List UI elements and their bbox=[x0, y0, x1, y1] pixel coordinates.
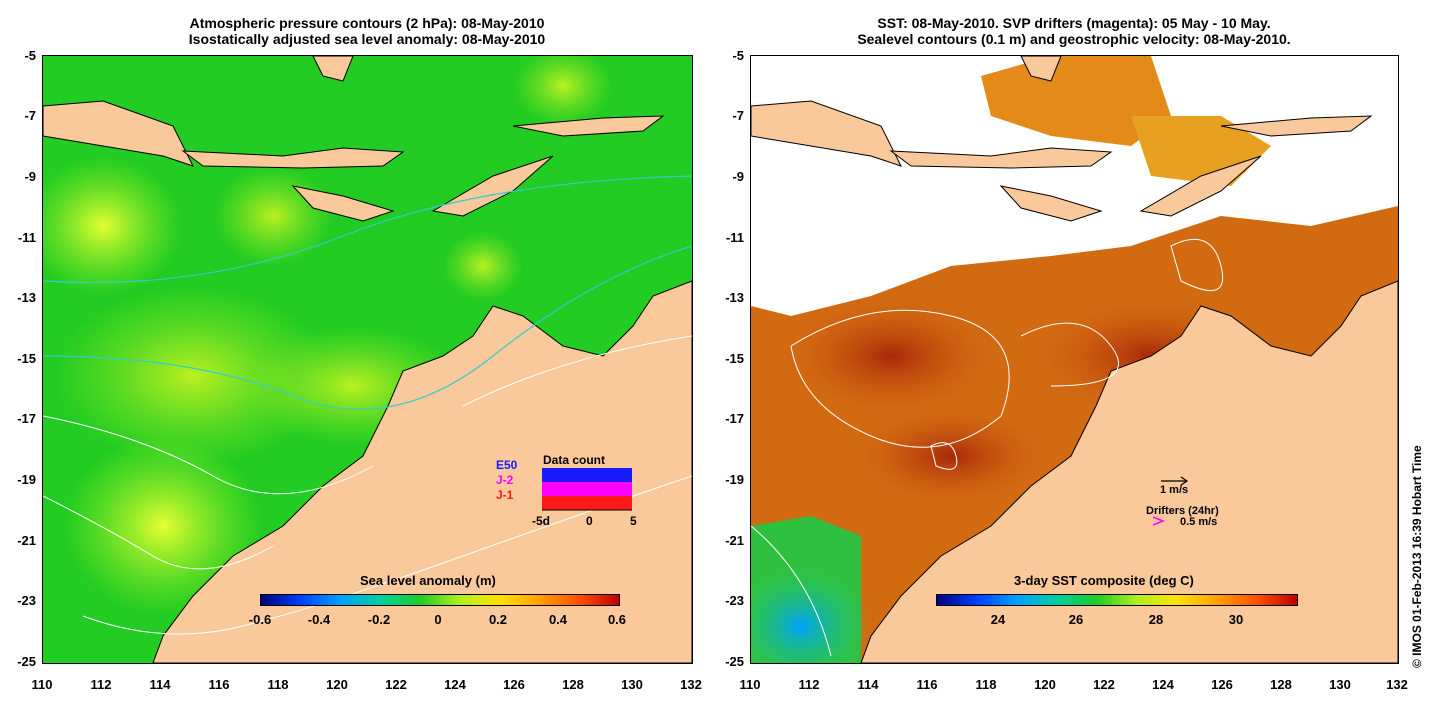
y-tick: -21 bbox=[17, 533, 36, 548]
cbar-tick: 0.4 bbox=[548, 612, 568, 627]
right-map[interactable] bbox=[750, 55, 1399, 664]
y-tick: -19 bbox=[17, 472, 36, 487]
cbar-tick: 26 bbox=[1068, 612, 1084, 627]
y-tick: -5 bbox=[732, 48, 744, 63]
x-tick: 118 bbox=[975, 677, 997, 692]
x-tick: 122 bbox=[1093, 677, 1115, 692]
cbar-tick: 30 bbox=[1228, 612, 1244, 627]
y-tick: -7 bbox=[24, 108, 36, 123]
legend-j2: J-2 bbox=[496, 473, 514, 487]
data-count-title: Data count bbox=[543, 453, 606, 467]
x-tick: 130 bbox=[621, 677, 643, 692]
y-tick: -23 bbox=[725, 593, 744, 608]
sla-colorbar bbox=[260, 594, 620, 606]
y-tick: -15 bbox=[17, 351, 36, 366]
cbar-tick: 0.2 bbox=[488, 612, 508, 627]
y-tick: -5 bbox=[24, 48, 36, 63]
y-tick: -25 bbox=[17, 654, 36, 669]
x-tick: 116 bbox=[916, 677, 938, 692]
axis-5: 5 bbox=[630, 514, 637, 528]
x-tick: 116 bbox=[208, 677, 230, 692]
x-tick: 114 bbox=[857, 677, 879, 692]
x-tick: 126 bbox=[503, 677, 525, 692]
y-tick: -15 bbox=[725, 351, 744, 366]
x-tick: 130 bbox=[1329, 677, 1351, 692]
sea-level-anomaly-map bbox=[43, 56, 692, 663]
x-tick: 110 bbox=[31, 677, 53, 692]
x-tick: 114 bbox=[149, 677, 171, 692]
drifters-label: Drifters (24hr) bbox=[1146, 505, 1219, 517]
x-tick: 118 bbox=[267, 677, 289, 692]
credit-text: © IMOS 01-Feb-2013 16:39 Hobart Time bbox=[1410, 445, 1424, 668]
y-tick: -25 bbox=[725, 654, 744, 669]
right-colorbar-title: 3-day SST composite (deg C) bbox=[1014, 573, 1194, 588]
cbar-tick: 0 bbox=[434, 612, 442, 627]
legend-e50: E50 bbox=[496, 458, 518, 472]
cbar-tick: -0.4 bbox=[307, 612, 331, 627]
right-title-line1: SST: 08-May-2010. SVP drifters (magenta)… bbox=[877, 15, 1271, 31]
x-tick: 120 bbox=[326, 677, 348, 692]
axis-0: 0 bbox=[586, 514, 593, 528]
left-title-line2: Isostatically adjusted sea level anomaly… bbox=[188, 31, 546, 47]
x-tick: 112 bbox=[90, 677, 112, 692]
y-tick: -13 bbox=[17, 290, 36, 305]
x-tick: 124 bbox=[1152, 677, 1174, 692]
x-tick: 128 bbox=[1270, 677, 1292, 692]
cbar-tick: 0.6 bbox=[607, 612, 627, 627]
y-tick: -11 bbox=[725, 230, 744, 245]
cbar-tick: 28 bbox=[1148, 612, 1164, 627]
drifters-speed: 0.5 m/s bbox=[1180, 516, 1218, 528]
y-tick: -13 bbox=[725, 290, 744, 305]
cbar-tick: -0.6 bbox=[248, 612, 272, 627]
y-tick: -9 bbox=[24, 169, 36, 184]
y-tick: -17 bbox=[725, 411, 744, 426]
x-tick: 128 bbox=[562, 677, 584, 692]
x-tick: 132 bbox=[1386, 677, 1408, 692]
cbar-tick: 24 bbox=[990, 612, 1006, 627]
y-tick: -17 bbox=[17, 411, 36, 426]
sst-colorbar bbox=[936, 594, 1298, 606]
x-tick: 132 bbox=[680, 677, 702, 692]
legend-j1: J-1 bbox=[496, 488, 514, 502]
x-tick: 124 bbox=[444, 677, 466, 692]
right-title: SST: 08-May-2010. SVP drifters (magenta)… bbox=[750, 15, 1398, 47]
y-tick: -11 bbox=[17, 230, 36, 245]
sst-map bbox=[751, 56, 1398, 663]
y-tick: -9 bbox=[732, 169, 744, 184]
left-title-line1: Atmospheric pressure contours (2 hPa): 0… bbox=[189, 15, 545, 31]
x-tick: 112 bbox=[798, 677, 820, 692]
x-tick: 120 bbox=[1034, 677, 1056, 692]
x-tick: 110 bbox=[739, 677, 761, 692]
cbar-tick: -0.2 bbox=[367, 612, 391, 627]
y-tick: -23 bbox=[17, 593, 36, 608]
x-tick: 122 bbox=[385, 677, 407, 692]
velocity-scale-label: 1 m/s bbox=[1160, 484, 1189, 496]
axis-m5d: -5d bbox=[532, 514, 550, 528]
y-tick: -7 bbox=[732, 108, 744, 123]
data-count-bars bbox=[542, 468, 632, 511]
left-title: Atmospheric pressure contours (2 hPa): 0… bbox=[42, 15, 692, 47]
y-tick: -21 bbox=[725, 533, 744, 548]
right-title-line2: Sealevel contours (0.1 m) and geostrophi… bbox=[857, 31, 1291, 47]
y-tick: -19 bbox=[725, 472, 744, 487]
left-map[interactable] bbox=[42, 55, 693, 664]
x-tick: 126 bbox=[1211, 677, 1233, 692]
left-colorbar-title: Sea level anomaly (m) bbox=[360, 573, 496, 588]
